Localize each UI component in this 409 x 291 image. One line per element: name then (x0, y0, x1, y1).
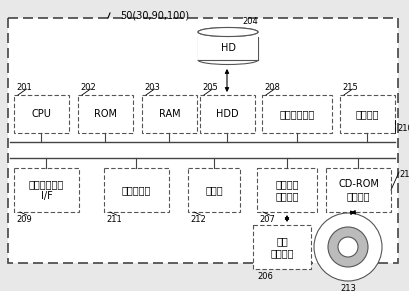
Ellipse shape (198, 28, 258, 36)
Bar (253, 225, 311, 269)
Text: マウス: マウス (205, 185, 223, 195)
Text: 208: 208 (264, 83, 280, 92)
Text: CD-ROM
ドライブ: CD-ROM ドライブ (338, 179, 379, 201)
Text: 214: 214 (399, 170, 409, 179)
Text: 203: 203 (144, 83, 160, 92)
Text: 209: 209 (16, 215, 32, 224)
Bar (14, 95, 69, 133)
Text: ROM: ROM (94, 109, 117, 119)
Text: 201: 201 (16, 83, 32, 92)
Text: 205: 205 (202, 83, 218, 92)
Bar (104, 168, 169, 212)
Text: 204: 204 (242, 17, 258, 26)
Bar (14, 168, 79, 212)
Bar (326, 168, 391, 212)
Bar (257, 168, 317, 212)
Bar (78, 95, 133, 133)
Circle shape (328, 227, 368, 267)
Text: 211: 211 (106, 215, 122, 224)
Text: ネットワーク
I/F: ネットワーク I/F (29, 179, 64, 201)
Text: HD: HD (220, 43, 236, 53)
Bar (200, 95, 255, 133)
Ellipse shape (198, 28, 258, 36)
Text: CPU: CPU (31, 109, 52, 119)
Bar (188, 168, 240, 212)
Bar (262, 95, 332, 133)
Text: 207: 207 (259, 215, 275, 224)
Bar (340, 95, 395, 133)
Text: 202: 202 (80, 83, 96, 92)
Text: 210: 210 (397, 124, 409, 133)
Circle shape (314, 213, 382, 281)
Text: 記録
メディア: 記録 メディア (270, 236, 294, 258)
Text: 50(30,90,100): 50(30,90,100) (120, 10, 189, 20)
Bar (8, 18, 398, 263)
Text: RAM: RAM (159, 109, 180, 119)
Circle shape (338, 237, 358, 257)
Text: 215: 215 (342, 83, 358, 92)
Text: 212: 212 (190, 215, 206, 224)
Text: HDD: HDD (216, 109, 239, 119)
Text: ディスプレイ: ディスプレイ (279, 109, 315, 119)
Text: 206: 206 (257, 272, 273, 281)
Text: クロック: クロック (356, 109, 379, 119)
Text: キーボード: キーボード (122, 185, 151, 195)
Text: 213: 213 (340, 284, 356, 291)
Bar (142, 95, 197, 133)
Text: メディア
ドライブ: メディア ドライブ (275, 179, 299, 201)
Bar (198, 32, 258, 60)
